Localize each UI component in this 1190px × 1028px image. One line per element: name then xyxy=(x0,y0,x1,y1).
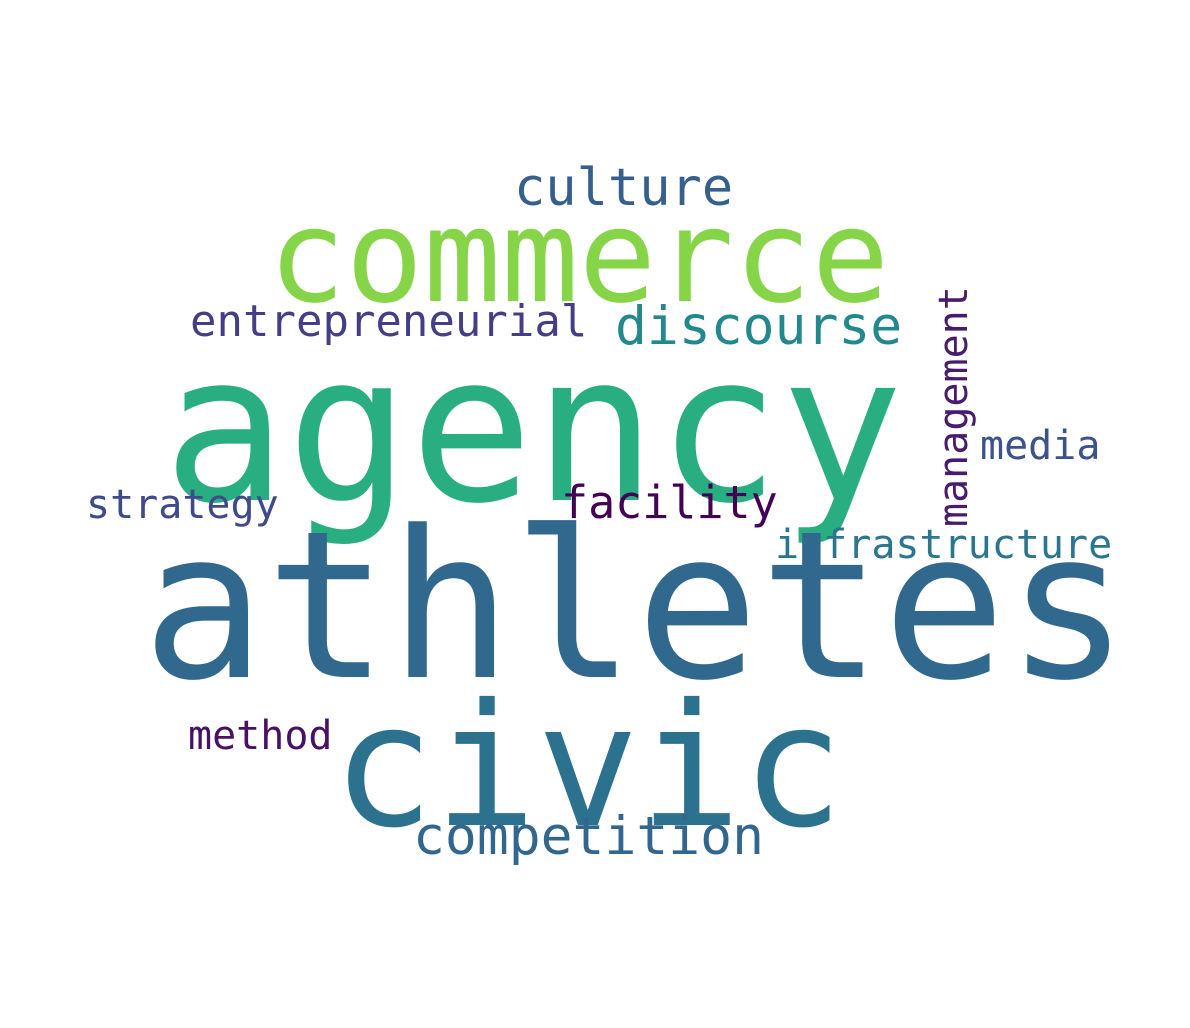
word-civic: civic xyxy=(332,668,844,866)
word-method: method xyxy=(188,713,333,759)
word-media: media xyxy=(980,423,1101,469)
word-strategy: strategy xyxy=(86,482,279,528)
word-discourse: discourse xyxy=(615,296,903,357)
word-facility: facility xyxy=(561,476,778,529)
word-entrepreneurial: entrepreneurial xyxy=(190,296,588,347)
word-athletes: athletes xyxy=(142,488,1130,726)
word-commerce: commerce xyxy=(268,182,890,332)
word-competition: competition xyxy=(413,806,764,867)
word-culture: culture xyxy=(514,158,734,218)
word-infrastructure: infrastructure xyxy=(775,522,1113,568)
word-agency: agency xyxy=(163,311,904,549)
